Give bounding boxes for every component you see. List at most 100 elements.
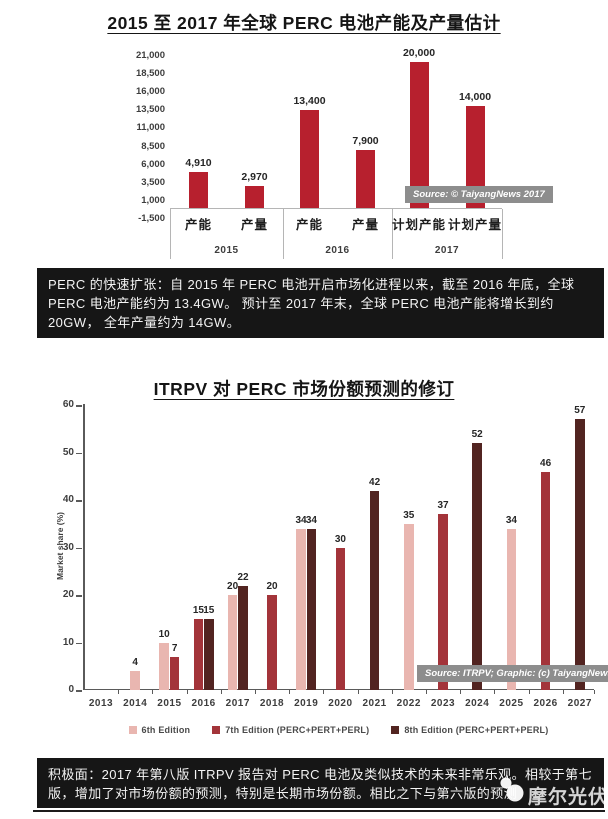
y-tick-mark: [76, 642, 82, 644]
bar-value-label: 52: [471, 429, 483, 440]
bar-value-label: 22: [237, 571, 249, 583]
bar-value-label: 7,900: [352, 135, 379, 147]
legend-item: 7th Edition (PERC+PERT+PERL): [212, 725, 369, 735]
x-tick-mark: [220, 690, 222, 694]
bar-value-label: 34: [505, 514, 517, 526]
bar: [193, 618, 204, 690]
bar: [575, 419, 585, 690]
x-tick-mark: [425, 690, 427, 694]
bar: [506, 528, 517, 690]
bar-value-label: 4,910: [185, 157, 212, 169]
x-tick-mark: [152, 690, 154, 694]
bar: [472, 443, 482, 690]
moer-pv-logo-icon: [500, 777, 524, 802]
bar-value-label: 30: [334, 533, 346, 545]
year-label: 2025: [499, 698, 524, 709]
bar: [296, 528, 306, 690]
legend-label: 6th Edition: [141, 725, 191, 735]
bar-value-label: 35: [403, 509, 415, 521]
x-tick-mark: [391, 690, 393, 694]
year-label: 2027: [567, 698, 592, 709]
y-tick-mark: [76, 405, 82, 407]
year-label: 2015: [157, 698, 182, 709]
y-tick-mark: [76, 690, 82, 692]
bar-value-label: 20,000: [402, 47, 436, 59]
bar: [335, 547, 346, 690]
year-label: 2017: [434, 245, 460, 256]
bar: [204, 618, 214, 690]
y-tick-mark: [76, 452, 82, 454]
legend-swatch: [128, 726, 137, 734]
bar-value-label: 15: [203, 604, 215, 616]
y-tick-mark: [76, 547, 82, 549]
category-label: 计划产量: [447, 218, 502, 232]
y-tick-label: 11,000: [136, 122, 165, 134]
bar-value-label: 13,400: [293, 95, 326, 107]
bar-value-label: 4: [132, 657, 138, 668]
year-label: 2021: [362, 698, 387, 709]
year-label: 2017: [225, 698, 250, 709]
year-label: 2014: [123, 698, 148, 709]
x-tick-mark: [562, 690, 564, 694]
y-tick-label: 50: [62, 446, 74, 458]
caption-band-1: PERC 的快速扩张：自 2015 年 PERC 电池开启市场化进程以来，截至 …: [37, 268, 604, 338]
y-axis-line: [83, 404, 85, 690]
x-tick-mark: [460, 690, 462, 694]
bottom-divider: [33, 810, 605, 812]
bar: [245, 186, 264, 208]
year-label: 2016: [325, 245, 350, 256]
category-label: 产量: [351, 218, 379, 232]
chart-legend: 6th Edition 7th Edition (PERC+PERT+PERL) 8…: [83, 725, 594, 735]
x-tick-mark: [289, 690, 291, 694]
moer-pv-watermark: 摩尔光伏: [492, 774, 608, 809]
year-label: 2013: [88, 698, 114, 709]
bar-value-label: 20: [227, 581, 239, 592]
y-tick-mark: [76, 595, 82, 597]
moer-pv-watermark-text: 摩尔光伏: [528, 787, 608, 808]
category-label: 产能: [295, 218, 323, 232]
y-tick-label: 40: [62, 494, 74, 505]
caption-band-2-text: 积极面：2017 年第八版 ITRPV 报告对 PERC 电池及类似技术的未来非…: [48, 767, 592, 801]
market-share-chart-title: ITRPV 对 PERC 市场份额预测的修订: [153, 379, 455, 399]
bar: [159, 642, 169, 690]
bar-value-label: 34: [305, 514, 317, 526]
bar-value-label: 7: [171, 642, 178, 654]
year-label: 2020: [328, 698, 353, 709]
caption-band-2: 积极面：2017 年第八版 ITRPV 报告对 PERC 电池及类似技术的未来非…: [37, 758, 604, 808]
y-tick-label: 10: [62, 636, 74, 648]
bar-value-label: 20: [266, 581, 278, 592]
source-badge: Source: ITRPV; Graphic: (c) TaiyangNews …: [417, 665, 608, 682]
year-label: 2024: [465, 698, 490, 709]
year-label: 2016: [191, 698, 216, 709]
year-label: 2019: [294, 698, 319, 709]
bar: [130, 671, 140, 690]
bar: [438, 514, 448, 690]
x-tick-mark: [186, 690, 188, 694]
legend-item: 6th Edition: [128, 725, 191, 735]
bar-value-label: 37: [437, 500, 449, 512]
bar-value-label: 10: [158, 628, 170, 640]
axis-group-separator: [283, 209, 284, 259]
legend-label: 8th Edition (PERC+PERT+PERL): [404, 725, 549, 735]
year-label: 2026: [533, 698, 558, 709]
bar-value-label: 46: [540, 457, 552, 469]
bar: [409, 62, 429, 208]
x-tick-mark: [594, 690, 595, 694]
x-tick-mark: [254, 690, 256, 694]
bar: [267, 595, 277, 690]
y-tick-label: 6,000: [141, 158, 165, 170]
bar: [404, 523, 414, 690]
bar: [227, 595, 238, 690]
y-tick-label: 20: [62, 589, 74, 600]
bar: [306, 528, 317, 690]
bar: [238, 585, 248, 690]
bar: [169, 656, 180, 690]
y-tick-label: 13,500: [135, 104, 165, 116]
bar-value-label: 15: [192, 604, 204, 616]
x-tick-mark: [494, 690, 496, 694]
year-label: 2015: [214, 245, 239, 256]
bar: [300, 110, 319, 208]
bar: [540, 471, 551, 690]
year-label: 2022: [396, 698, 421, 709]
